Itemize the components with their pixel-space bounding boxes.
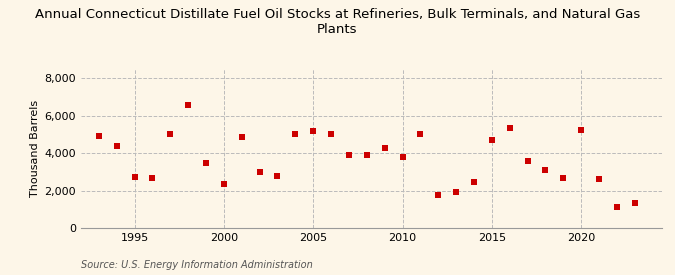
Point bbox=[290, 132, 301, 137]
Point bbox=[540, 168, 551, 172]
Point bbox=[129, 174, 140, 179]
Point bbox=[379, 145, 390, 150]
Point bbox=[308, 128, 319, 133]
Point bbox=[344, 153, 354, 157]
Point bbox=[451, 189, 462, 194]
Point bbox=[593, 176, 604, 181]
Point bbox=[612, 205, 622, 209]
Point bbox=[629, 201, 640, 205]
Point bbox=[576, 128, 587, 132]
Point bbox=[325, 132, 336, 137]
Point bbox=[468, 180, 479, 185]
Point bbox=[147, 175, 158, 180]
Point bbox=[361, 153, 372, 157]
Point bbox=[254, 170, 265, 174]
Y-axis label: Thousand Barrels: Thousand Barrels bbox=[30, 100, 40, 197]
Text: Source: U.S. Energy Information Administration: Source: U.S. Energy Information Administ… bbox=[81, 260, 313, 270]
Point bbox=[111, 144, 122, 148]
Point bbox=[397, 155, 408, 159]
Point bbox=[183, 103, 194, 108]
Point bbox=[522, 158, 533, 163]
Point bbox=[200, 160, 211, 165]
Point bbox=[487, 138, 497, 142]
Point bbox=[504, 126, 515, 130]
Point bbox=[93, 134, 104, 139]
Point bbox=[219, 182, 230, 186]
Point bbox=[272, 174, 283, 178]
Point bbox=[558, 175, 568, 180]
Point bbox=[236, 135, 247, 139]
Point bbox=[433, 193, 443, 198]
Point bbox=[165, 132, 176, 137]
Point bbox=[415, 132, 426, 137]
Text: Annual Connecticut Distillate Fuel Oil Stocks at Refineries, Bulk Terminals, and: Annual Connecticut Distillate Fuel Oil S… bbox=[35, 8, 640, 36]
